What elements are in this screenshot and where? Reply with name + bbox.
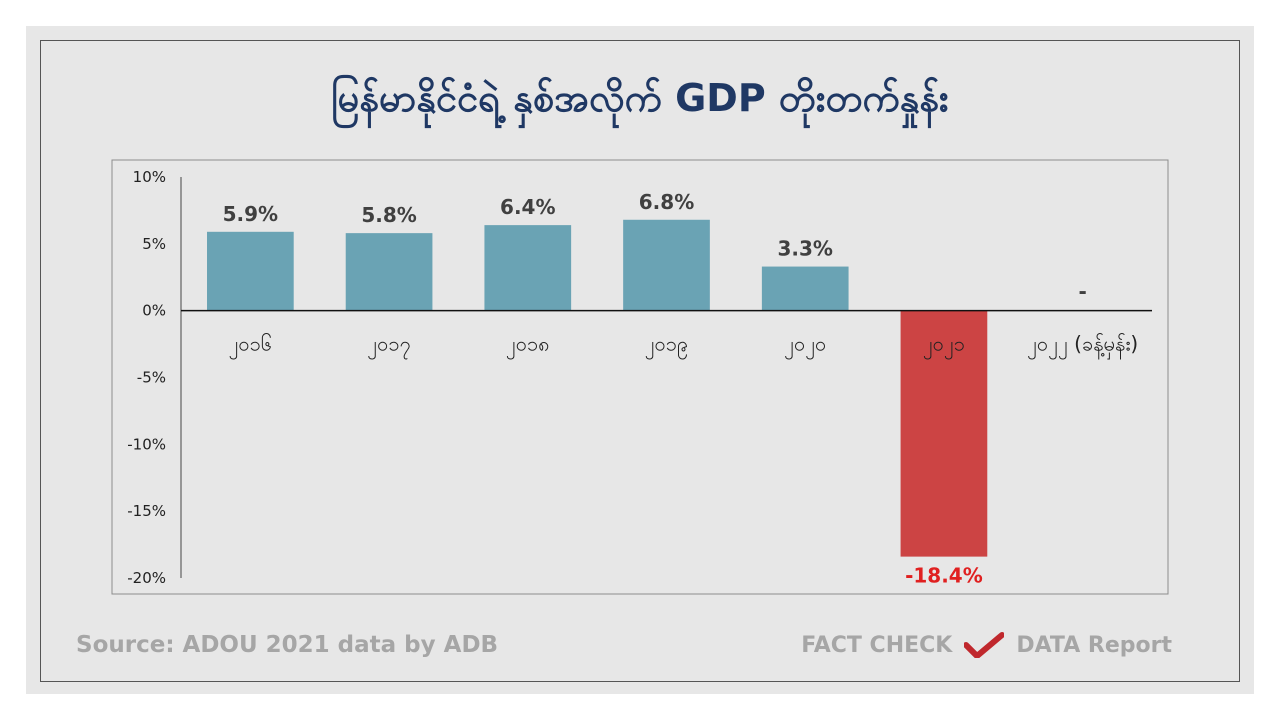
y-tick-label: -10% — [127, 435, 166, 453]
chart-title: မြန်မာနိုင်ငံရဲ့ နှစ်အလိုက် GDP တိုးတက်န… — [331, 76, 949, 120]
brand-footer: FACT CHECK DATA Report — [801, 632, 1172, 658]
y-tick-label: 5% — [142, 235, 166, 253]
x-tick-label: ၂၀၁၇ — [367, 332, 411, 360]
x-tick-label: ၂၀၂၀ — [784, 332, 826, 360]
y-tick-label: -20% — [127, 569, 166, 587]
source-note: Source: ADOU 2021 data by ADB — [76, 632, 499, 658]
data-label: 5.8% — [361, 203, 416, 227]
plot-area — [111, 159, 1169, 595]
x-tick-label: ၂၀၂၂ (ခန့်မှန်း) — [1027, 332, 1138, 360]
checkmark-icon — [964, 632, 1005, 658]
bar — [207, 231, 294, 311]
data-label: 6.8% — [639, 190, 694, 214]
x-tick-label: ၂၀၂၁ — [923, 332, 965, 360]
y-tick-label: 10% — [133, 168, 166, 186]
data-label: - — [1078, 280, 1086, 304]
bar — [900, 310, 988, 557]
y-tick-label: -5% — [137, 369, 166, 387]
brand-data-report: DATA Report — [1016, 632, 1172, 658]
x-tick-label: ၂၀၁၆ — [229, 332, 273, 360]
bar — [345, 233, 433, 311]
chart-frame — [40, 40, 1240, 682]
y-tick-label: 0% — [142, 302, 166, 320]
data-label: 6.4% — [500, 195, 555, 219]
bar — [761, 266, 849, 311]
y-tick-label: -15% — [127, 502, 166, 520]
x-tick-label: ၂၀၁၈ — [506, 332, 550, 360]
data-label: 5.9% — [223, 202, 278, 226]
bar — [623, 219, 710, 311]
x-tick-label: ၂၀၁၉ — [645, 332, 689, 360]
data-label: 3.3% — [777, 237, 832, 261]
brand-fact-check: FACT CHECK — [801, 632, 953, 658]
data-label: -18.4% — [905, 564, 983, 588]
bar — [484, 225, 572, 311]
chart-background — [26, 26, 1254, 694]
